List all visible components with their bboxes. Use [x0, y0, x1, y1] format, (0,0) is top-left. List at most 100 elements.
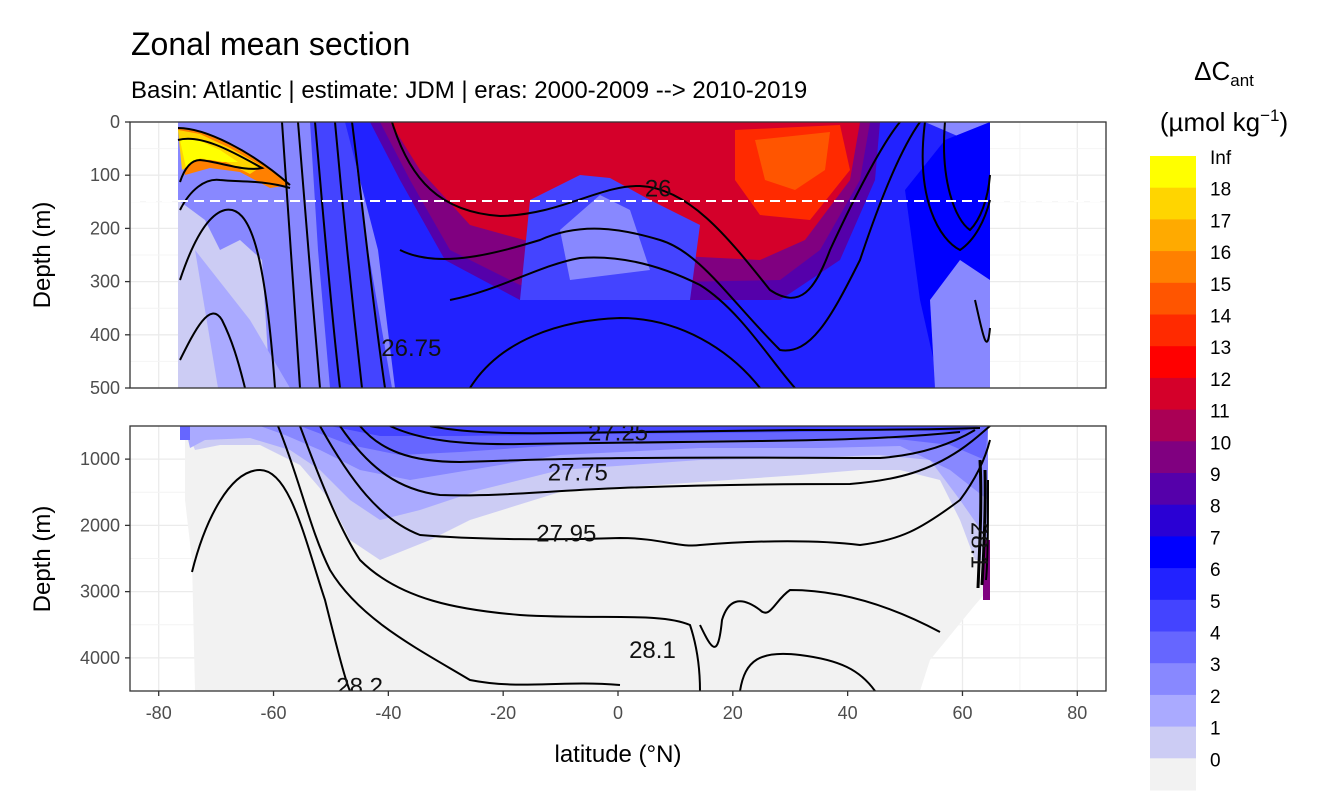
lower-contour-28-1-right — [739, 652, 876, 691]
legend-label: 7 — [1210, 528, 1221, 549]
legend-title-sub: ant — [1230, 71, 1254, 90]
legend-swatch — [1150, 568, 1196, 601]
legend-label: 15 — [1210, 275, 1231, 296]
upper-contour-south-2 — [179, 312, 246, 388]
upper-field-north-pale — [930, 260, 990, 388]
legend-label: 8 — [1210, 497, 1221, 518]
upper-contour-steep-4 — [334, 122, 363, 388]
lower-contour-28-2 — [277, 426, 621, 686]
upper-contour-surface-2 — [177, 137, 265, 183]
legend: ΔCant (µmol kg−1) Inf1817161514131211109… — [1150, 56, 1288, 791]
lower-field-south-edge — [180, 426, 190, 440]
legend-swatch — [1150, 409, 1196, 442]
x-tick-label: -40 — [375, 703, 401, 723]
lower-contour-28-1-left — [299, 426, 701, 691]
upper-density-contours — [177, 122, 991, 388]
x-tick-label: 0 — [613, 703, 623, 723]
contour-label: 27.75 — [548, 459, 608, 486]
legend-label: Inf — [1210, 148, 1232, 169]
lower-contour-28-1-trough — [699, 588, 941, 648]
legend-swatch — [1150, 282, 1196, 315]
legend-label: 1 — [1210, 719, 1221, 740]
legend-swatch — [1150, 504, 1196, 537]
legend-swatch — [1150, 346, 1196, 379]
upper-contour-steep-3 — [314, 122, 341, 388]
legend-title-main: ΔC — [1194, 56, 1230, 86]
legend-label: 4 — [1210, 624, 1221, 645]
legend-label: 11 — [1210, 402, 1230, 423]
lower-contour-27-1 — [429, 426, 981, 435]
legend-label: 14 — [1210, 307, 1232, 328]
y-tick-label: 2000 — [80, 515, 120, 535]
contour-label: 28.1 — [966, 522, 993, 569]
y-tick-label: 500 — [90, 378, 120, 398]
legend-swatch — [1150, 536, 1196, 569]
x-tick-label: 20 — [723, 703, 743, 723]
x-tick-label: -20 — [490, 703, 516, 723]
contour-label: 27.95 — [536, 520, 596, 547]
upper-field-mid-light — [195, 250, 290, 388]
legend-label: 16 — [1210, 243, 1231, 264]
legend-swatch — [1150, 694, 1196, 728]
y-tick-label: 100 — [90, 165, 120, 185]
lower-contour-north-edge-2 — [980, 469, 987, 586]
contour-label: 26 — [645, 176, 672, 203]
legend-swatch — [1150, 314, 1196, 347]
legend-label: 18 — [1210, 180, 1231, 201]
x-tick-label: -60 — [261, 703, 287, 723]
chart-subtitle: Basin: Atlantic | estimate: JDM | eras: … — [131, 77, 807, 104]
upper-contour-mid-2 — [449, 256, 796, 388]
upper-panel-border — [129, 121, 1107, 389]
legend-unit-exp: −1 — [1260, 106, 1279, 125]
upper-contour-north-1 — [921, 122, 991, 252]
x-axis-title: latitude (°N) — [555, 741, 682, 768]
upper-contour-steep-5 — [351, 122, 386, 388]
chart-title: Zonal mean section — [131, 26, 410, 62]
legend-label: 10 — [1210, 433, 1231, 454]
legend-label: 3 — [1210, 655, 1221, 676]
legend-label: 5 — [1210, 592, 1221, 613]
upper-y-axis-title: Depth (m) — [29, 202, 56, 309]
legend-unit-close: ) — [1279, 107, 1288, 137]
upper-y-axis-ticks: 0 100 200 300 400 500 — [90, 112, 130, 398]
contour-label: 28.1 — [629, 637, 676, 664]
y-tick-label: 300 — [90, 272, 120, 292]
x-tick-label: 80 — [1067, 703, 1087, 723]
lower-density-contours — [191, 426, 991, 691]
lower-panel: 27.25 27.75 27.95 28.1 28.2 28.1 1000 2000 3000… — [29, 420, 1107, 700]
lower-contour-north-edge-1 — [976, 459, 983, 589]
contour-label: 28.2 — [336, 673, 383, 700]
legend-swatch — [1150, 599, 1196, 632]
lower-contour-27-5 — [359, 426, 976, 464]
legend-label: 2 — [1210, 687, 1221, 708]
y-tick-label: 400 — [90, 325, 120, 345]
upper-panel: 26 26.75 0 100 200 300 400 500 Depth (m) — [29, 112, 1107, 398]
upper-contour-labels: 26 26.75 — [381, 176, 671, 363]
upper-contour-north-3 — [974, 299, 991, 343]
lower-contour-27-75 — [339, 426, 991, 497]
legend-title: ΔCant — [1194, 56, 1254, 90]
contour-label: 27.25 — [588, 420, 648, 447]
legend-swatch — [1150, 441, 1196, 474]
y-tick-label: 0 — [110, 112, 120, 132]
y-tick-label: 200 — [90, 218, 120, 238]
legend-swatch — [1150, 377, 1196, 411]
lower-contour-27-25 — [389, 426, 961, 446]
upper-delta-cant-field — [178, 122, 990, 388]
legend-swatch — [1150, 758, 1196, 791]
upper-contour-steep-1 — [281, 122, 301, 388]
legend-label: 9 — [1210, 465, 1221, 486]
legend-swatch — [1150, 663, 1196, 696]
upper-contour-steep-2 — [297, 122, 321, 388]
upper-contour-north-2 — [943, 122, 991, 232]
legend-unit-open: (µmol kg — [1160, 107, 1260, 137]
lower-y-axis-title: Depth (m) — [29, 506, 56, 613]
x-tick-label: -80 — [146, 703, 172, 723]
legend-unit: (µmol kg−1) — [1160, 106, 1288, 137]
upper-contour-surface-1 — [177, 127, 291, 186]
x-axis-ticks: -80 -60 -40 -20 0 20 40 60 80 — [146, 691, 1087, 723]
lower-y-axis-ticks: 1000 2000 3000 4000 — [80, 449, 130, 668]
upper-field-blue-band — [310, 122, 392, 388]
